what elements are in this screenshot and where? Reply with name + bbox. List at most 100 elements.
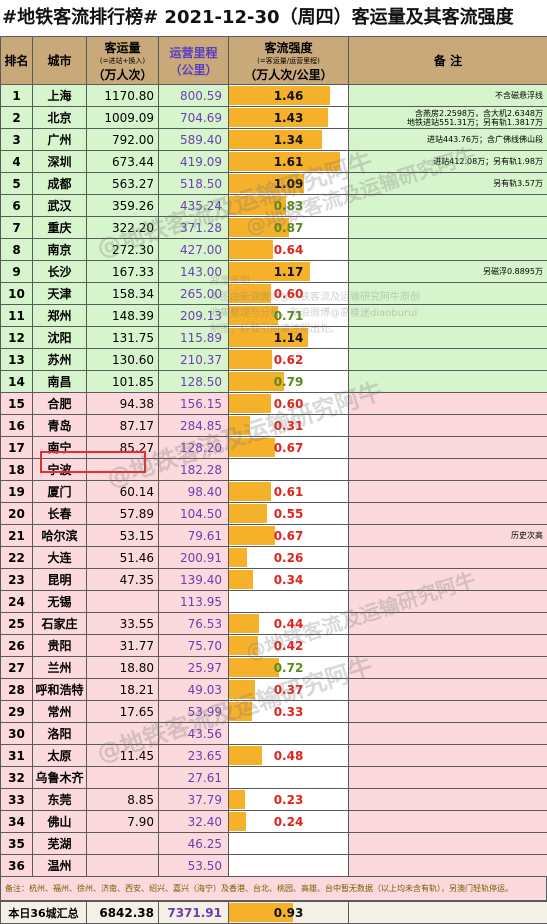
note-cell <box>349 833 547 855</box>
rank-cell: 13 <box>1 349 33 371</box>
rank-cell: 12 <box>1 327 33 349</box>
mileage-cell: 518.50 <box>159 173 229 195</box>
intensity-cell: 0.67 <box>229 525 349 547</box>
intensity-cell: 0.48 <box>229 745 349 767</box>
header-passengers-sub: (=进站+换入) <box>87 56 158 66</box>
passengers-cell: 47.35 <box>87 569 159 591</box>
intensity-cell: 0.33 <box>229 701 349 723</box>
city-cell: 上海 <box>33 85 87 107</box>
passengers-cell: 1170.80 <box>87 85 159 107</box>
intensity-value: 0.37 <box>229 683 348 697</box>
intensity-value: 0.61 <box>229 485 348 499</box>
note-cell <box>349 547 547 569</box>
mileage-cell: 284.85 <box>159 415 229 437</box>
intensity-value: 0.71 <box>229 309 348 323</box>
mileage-cell: 209.13 <box>159 305 229 327</box>
mileage-cell: 104.50 <box>159 503 229 525</box>
mileage-cell: 49.03 <box>159 679 229 701</box>
intensity-value: 1.61 <box>229 155 348 169</box>
city-cell: 武汉 <box>33 195 87 217</box>
note-cell <box>349 635 547 657</box>
rank-cell: 31 <box>1 745 33 767</box>
intensity-cell: 1.14 <box>229 327 349 349</box>
rank-cell: 26 <box>1 635 33 657</box>
rank-cell: 22 <box>1 547 33 569</box>
page-title: #地铁客流排行榜# 2021-12-30（周四）客运量及其客流强度 <box>0 0 547 36</box>
rank-cell: 32 <box>1 767 33 789</box>
note-cell <box>349 569 547 591</box>
city-cell: 成都 <box>33 173 87 195</box>
header-mileage: 运营里程 （公里） <box>159 37 229 85</box>
city-cell: 太原 <box>33 745 87 767</box>
intensity-cell: 0.67 <box>229 437 349 459</box>
header-row: 排名 城市 客运量 (=进站+换入) （万人次） 运营里程 （公里） 客流强度 … <box>1 37 547 85</box>
note-cell <box>349 789 547 811</box>
city-cell: 南昌 <box>33 371 87 393</box>
total-row: 本日36城汇总 6842.38 7371.91 0.93 <box>1 902 547 924</box>
passengers-cell: 33.55 <box>87 613 159 635</box>
city-cell: 广州 <box>33 129 87 151</box>
mileage-cell: 76.53 <box>159 613 229 635</box>
intensity-cell: 1.17 <box>229 261 349 283</box>
city-cell: 大连 <box>33 547 87 569</box>
city-cell: 哈尔滨 <box>33 525 87 547</box>
rank-cell: 28 <box>1 679 33 701</box>
intensity-cell: 0.37 <box>229 679 349 701</box>
mileage-cell: 46.25 <box>159 833 229 855</box>
rank-cell: 7 <box>1 217 33 239</box>
note-cell <box>349 767 547 789</box>
passengers-cell: 17.65 <box>87 701 159 723</box>
note-cell <box>349 327 547 349</box>
mileage-cell: 210.37 <box>159 349 229 371</box>
intensity-value: 1.46 <box>229 89 348 103</box>
passengers-cell: 87.17 <box>87 415 159 437</box>
rank-cell: 9 <box>1 261 33 283</box>
passengers-cell: 18.80 <box>87 657 159 679</box>
mileage-cell: 128.20 <box>159 437 229 459</box>
intensity-cell: 1.43 <box>229 107 349 129</box>
intensity-value: 0.60 <box>229 397 348 411</box>
mileage-cell: 98.40 <box>159 481 229 503</box>
intensity-value: 0.60 <box>229 287 348 301</box>
header-notes: 备 注 <box>349 37 547 85</box>
passengers-cell: 53.15 <box>87 525 159 547</box>
mileage-cell: 200.91 <box>159 547 229 569</box>
mileage-cell: 435.24 <box>159 195 229 217</box>
passengers-cell <box>87 591 159 613</box>
intensity-cell: 0.55 <box>229 503 349 525</box>
intensity-value: 0.83 <box>229 199 348 213</box>
intensity-value: 1.09 <box>229 177 348 191</box>
intensity-value: 0.72 <box>229 661 348 675</box>
intensity-value: 1.17 <box>229 265 348 279</box>
rank-cell: 4 <box>1 151 33 173</box>
city-cell: 深圳 <box>33 151 87 173</box>
intensity-cell <box>229 591 349 613</box>
note-cell <box>349 393 547 415</box>
intensity-value: 0.23 <box>229 793 348 807</box>
passengers-cell: 792.00 <box>87 129 159 151</box>
rank-cell: 23 <box>1 569 33 591</box>
mileage-cell: 113.95 <box>159 591 229 613</box>
intensity-cell: 1.46 <box>229 85 349 107</box>
passengers-cell: 673.44 <box>87 151 159 173</box>
passengers-cell: 158.34 <box>87 283 159 305</box>
mileage-cell: 589.40 <box>159 129 229 151</box>
city-cell: 沈阳 <box>33 327 87 349</box>
intensity-value: 1.43 <box>229 111 348 125</box>
intensity-value: 0.79 <box>229 375 348 389</box>
note-cell <box>349 459 547 481</box>
note-cell <box>349 217 547 239</box>
mileage-cell: 156.15 <box>159 393 229 415</box>
city-cell: 昆明 <box>33 569 87 591</box>
